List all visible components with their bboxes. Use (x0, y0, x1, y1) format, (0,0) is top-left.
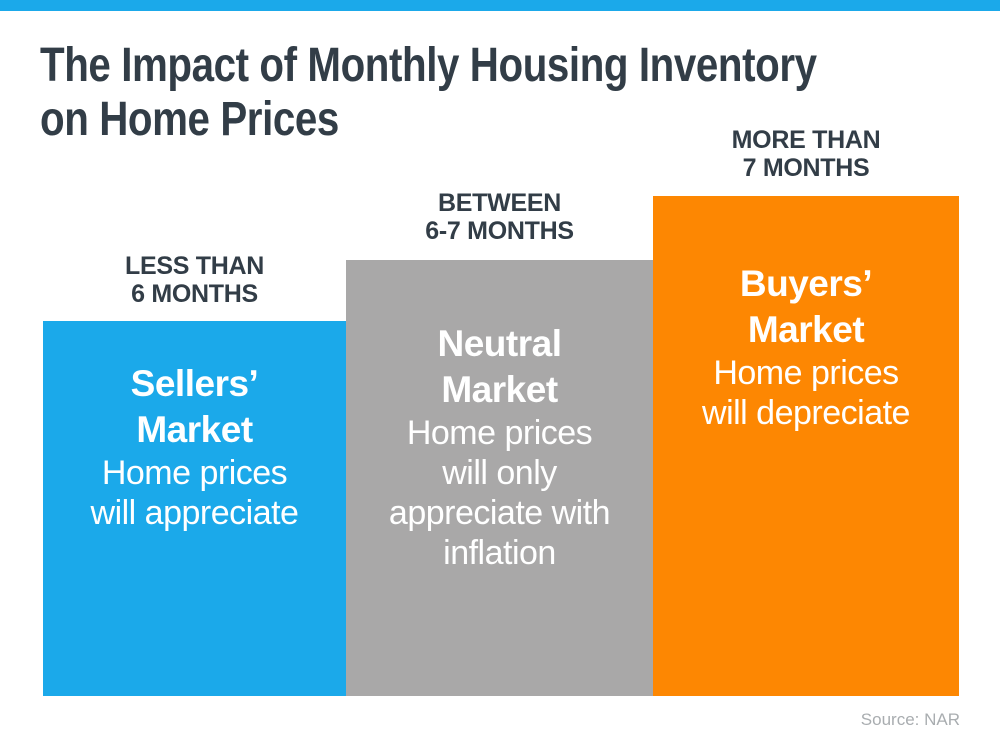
page-title: The Impact of Monthly Housing Inventory … (40, 39, 817, 147)
heading-line: Market (747, 309, 865, 350)
top-accent-bar (0, 0, 1000, 11)
label-line: 6-7 MONTHS (425, 217, 574, 245)
bar-label-less-than-6-months: LESS THAN 6 MONTHS (43, 252, 346, 308)
label-line: 6 MONTHS (131, 280, 258, 308)
bar-description: Home prices will appreciate (43, 453, 346, 533)
heading-line: Market (441, 369, 558, 410)
heading-line: Sellers’ (130, 363, 259, 404)
bar-heading: Sellers’ Market (43, 361, 346, 453)
label-line: MORE THAN (731, 126, 881, 154)
heading-line: Market (136, 409, 253, 450)
bar-description: Home prices will depreciate (653, 353, 959, 433)
bar-label-between-6-7-months: BETWEEN 6-7 MONTHS (346, 189, 653, 245)
bar-description: Home prices will only appreciate with in… (346, 413, 653, 573)
bar-label-more-than-7-months: MORE THAN 7 MONTHS (653, 126, 959, 182)
description-line: will appreciate (90, 494, 299, 532)
source-attribution: Source: NAR (860, 710, 960, 729)
bar-sellers-market: Sellers’ Market Home prices will appreci… (43, 321, 346, 696)
bar-neutral-market: Neutral Market Home prices will only app… (346, 260, 653, 696)
label-line: BETWEEN (438, 189, 561, 217)
description-line: Home prices (101, 454, 288, 492)
bar-heading: Neutral Market (346, 321, 653, 413)
description-line: Home prices (713, 354, 899, 392)
bar-heading: Buyers’ Market (653, 261, 959, 353)
title-line-2: on Home Prices (40, 93, 339, 146)
label-line: LESS THAN (125, 252, 264, 280)
heading-line: Buyers’ (739, 263, 873, 304)
title-line-1: The Impact of Monthly Housing Inventory (40, 39, 817, 92)
description-line: will only (442, 454, 557, 492)
label-line: 7 MONTHS (742, 154, 870, 182)
heading-line: Neutral (437, 323, 562, 364)
description-line: will depreciate (702, 394, 910, 432)
description-line: Home prices (406, 414, 593, 452)
description-line: appreciate with (388, 494, 611, 532)
bar-buyers-market: Buyers’ Market Home prices will deprecia… (653, 196, 959, 696)
description-line: inflation (443, 534, 556, 572)
